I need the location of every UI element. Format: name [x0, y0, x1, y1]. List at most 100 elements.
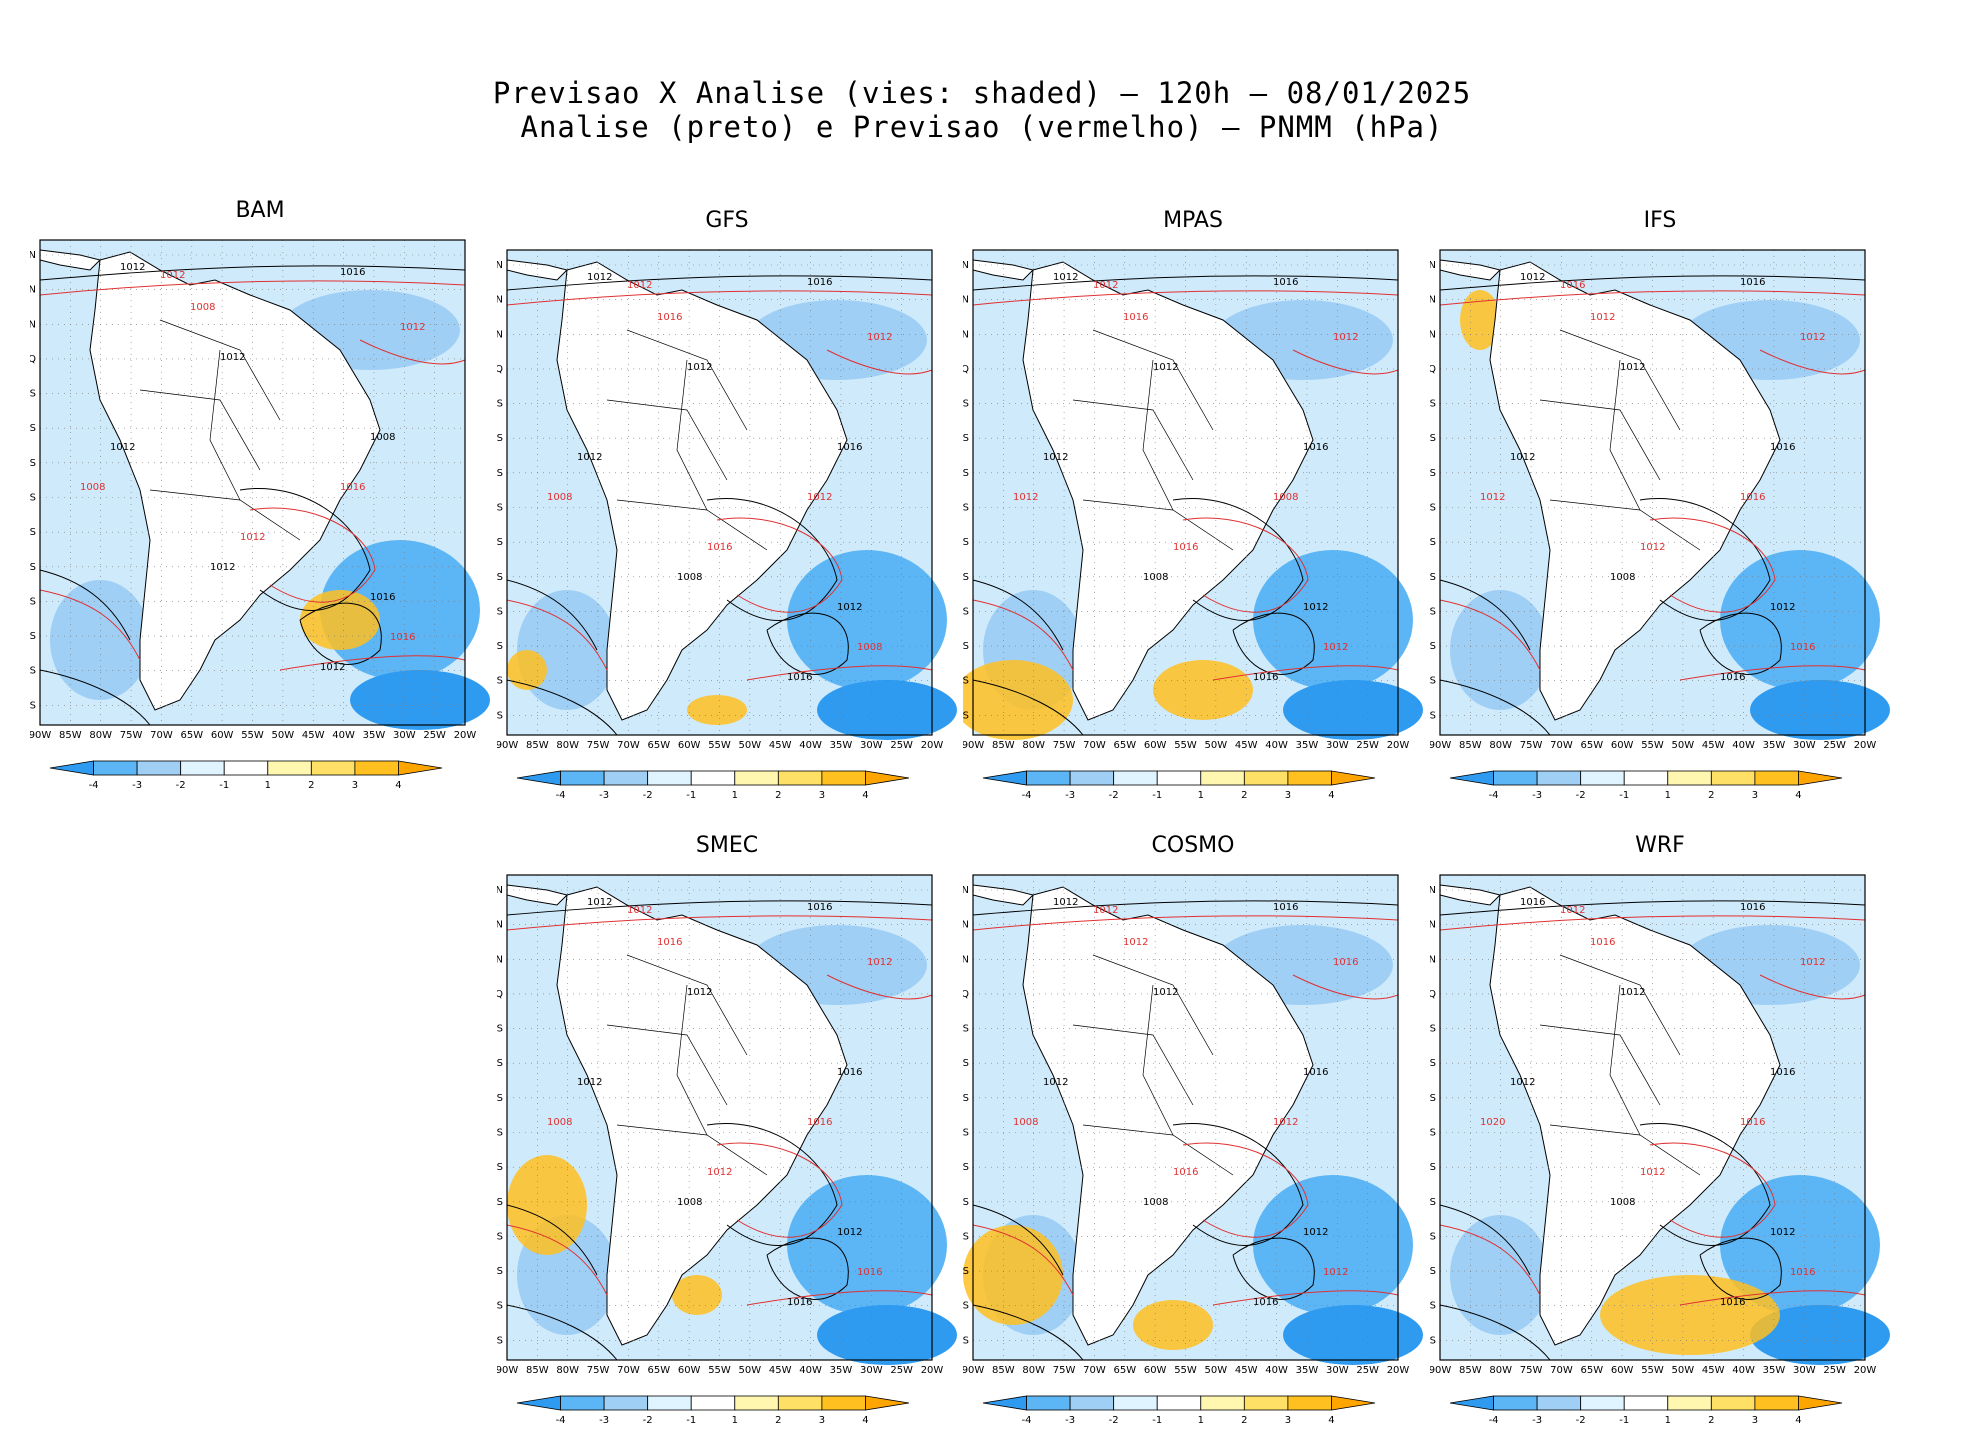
analysis-isobar — [1699, 612, 1782, 675]
forecast-isobar-label: 1008 — [1273, 492, 1298, 503]
forecast-isobar-label: 1012 — [707, 1167, 732, 1178]
lon-tick-label: 65W — [647, 740, 670, 751]
lon-tick-label: 90W — [497, 1365, 518, 1376]
analysis-isobar-label: 1016 — [1770, 1067, 1795, 1078]
lon-tick-label: 85W — [526, 1365, 549, 1376]
colorbar-label: -3 — [599, 1415, 609, 1426]
forecast-isobar-label: 1008 — [80, 482, 105, 493]
country-border — [209, 349, 241, 501]
analysis-isobar-label: 1012 — [1303, 602, 1328, 613]
lat-tick-label: 35S — [497, 606, 503, 617]
analysis-isobar-label: 1016 — [1520, 897, 1545, 908]
lon-tick-label: 45W — [1702, 1365, 1725, 1376]
lat-tick-label: 35S — [963, 1231, 969, 1242]
lat-tick-label: 15S — [963, 468, 969, 479]
lat-tick-label: EQ — [497, 364, 503, 375]
map-frame — [972, 874, 1399, 1361]
lat-tick-label: 5S — [1430, 399, 1436, 410]
analysis-isobar-label: 1016 — [837, 442, 862, 453]
analysis-isobar-label: 1016 — [1303, 1067, 1328, 1078]
forecast-isobar-label: 1016 — [707, 542, 732, 553]
colorbar-swatch — [1113, 770, 1158, 786]
colorbar-label: 4 — [862, 790, 868, 801]
analysis-isobar — [1439, 679, 1551, 736]
lon-tick-label: 40W — [332, 730, 355, 741]
forecast-isobar — [39, 589, 141, 661]
colorbar-label: 4 — [1328, 790, 1334, 801]
map-frame — [39, 239, 466, 726]
forecast-isobar — [1212, 665, 1399, 681]
colorbar-swatch — [1069, 770, 1115, 786]
lon-tick-label: 40W — [1265, 1365, 1288, 1376]
panel-bam: BAM 1012 1016 1012 1008 1012 1012 1016 1012 1012 1… — [30, 198, 490, 798]
colorbar-swatch — [1243, 1395, 1289, 1411]
forecast-isobar-label: 1012 — [160, 270, 185, 281]
forecast-isobar — [972, 599, 1074, 671]
lon-tick-label: 75W — [1053, 740, 1076, 751]
lon-tick-label: 25W — [1823, 1365, 1846, 1376]
lat-tick-label: 5N — [1430, 954, 1436, 965]
colorbar-label: 2 — [775, 1415, 781, 1426]
colorbar-label: 2 — [1241, 1415, 1247, 1426]
colorbar-swatch — [1287, 1395, 1332, 1411]
forecast-isobar — [1182, 1142, 1309, 1238]
analysis-isobar — [1699, 1237, 1782, 1300]
colorbar-label: 1 — [732, 790, 738, 801]
analysis-isobar-label: 1008 — [1143, 1197, 1168, 1208]
forecast-isobar-label: 1016 — [1560, 280, 1585, 291]
lat-tick-label: 30S — [1430, 1197, 1436, 1208]
analysis-isobar-label: 1008 — [1610, 572, 1635, 583]
map-frame — [1439, 874, 1866, 1361]
lon-tick-label: 20W — [921, 1365, 944, 1376]
bias-shading-positive — [963, 660, 1073, 740]
lat-tick-label: 15N — [497, 885, 503, 896]
lat-tick-label: 50S — [497, 710, 503, 721]
bias-shading — [1720, 1175, 1880, 1315]
south-america-outline — [556, 261, 848, 721]
bias-shading — [1750, 680, 1890, 740]
colorbar-label: 1 — [1198, 790, 1204, 801]
bias-shading — [1750, 1305, 1890, 1365]
lon-tick-label: 80W — [89, 730, 112, 741]
analysis-isobar-label: 1012 — [320, 662, 345, 673]
forecast-isobar-label: 1012 — [867, 332, 892, 343]
lon-tick-label: 75W — [1520, 740, 1543, 751]
lon-tick-label: 50W — [739, 740, 762, 751]
colorbar: -4 -3 -2 -1 1 2 3 4 — [982, 770, 1376, 801]
colorbar-swatch — [690, 770, 736, 786]
country-border — [626, 329, 748, 431]
colorbar-label: 2 — [308, 780, 314, 791]
forecast-isobar-label: 1016 — [1590, 937, 1615, 948]
lon-tick-label: 60W — [1611, 740, 1634, 751]
map-frame — [972, 249, 1399, 736]
forecast-isobar-label: 1008 — [190, 302, 215, 313]
analysis-isobar — [1439, 1204, 1531, 1276]
colorbar: -4 -3 -2 -1 1 2 3 4 — [49, 760, 443, 791]
country-border — [626, 954, 748, 1056]
lat-tick-label: 15N — [497, 260, 503, 271]
colorbar-label: 1 — [732, 1415, 738, 1426]
lon-tick-label: 80W — [556, 740, 579, 751]
analysis-isobar — [1232, 612, 1315, 675]
lon-tick-label: 35W — [1763, 740, 1786, 751]
forecast-isobar — [1439, 915, 1866, 931]
colorbar-label: 3 — [1285, 1415, 1291, 1426]
colorbar-swatch — [1156, 770, 1202, 786]
analysis-isobar-label: 1016 — [1253, 1297, 1278, 1308]
analysis-isobar-label: 1016 — [1720, 1297, 1745, 1308]
forecast-isobar-label: 1008 — [1013, 1117, 1038, 1128]
map-mpas: 1012 1016 1012 1016 1012 1008 1012 1016 1012 1016… — [963, 249, 1423, 751]
analysis-isobar-label: 1016 — [1770, 442, 1795, 453]
lon-tick-label: 55W — [241, 730, 264, 741]
lat-tick-label: 15S — [963, 1093, 969, 1104]
analysis-isobar — [1439, 900, 1866, 916]
colorbar-swatch — [1580, 770, 1625, 786]
colorbar-swatch — [1449, 1395, 1494, 1411]
lon-tick-label: 80W — [1022, 1365, 1045, 1376]
colorbar-swatch — [1449, 770, 1494, 786]
colorbar-label: -4 — [1022, 790, 1032, 801]
lon-tick-label: 35W — [830, 740, 853, 751]
forecast-isobar — [716, 517, 843, 613]
lat-tick-label: 5S — [963, 399, 969, 410]
lon-tick-label: 85W — [992, 1365, 1015, 1376]
